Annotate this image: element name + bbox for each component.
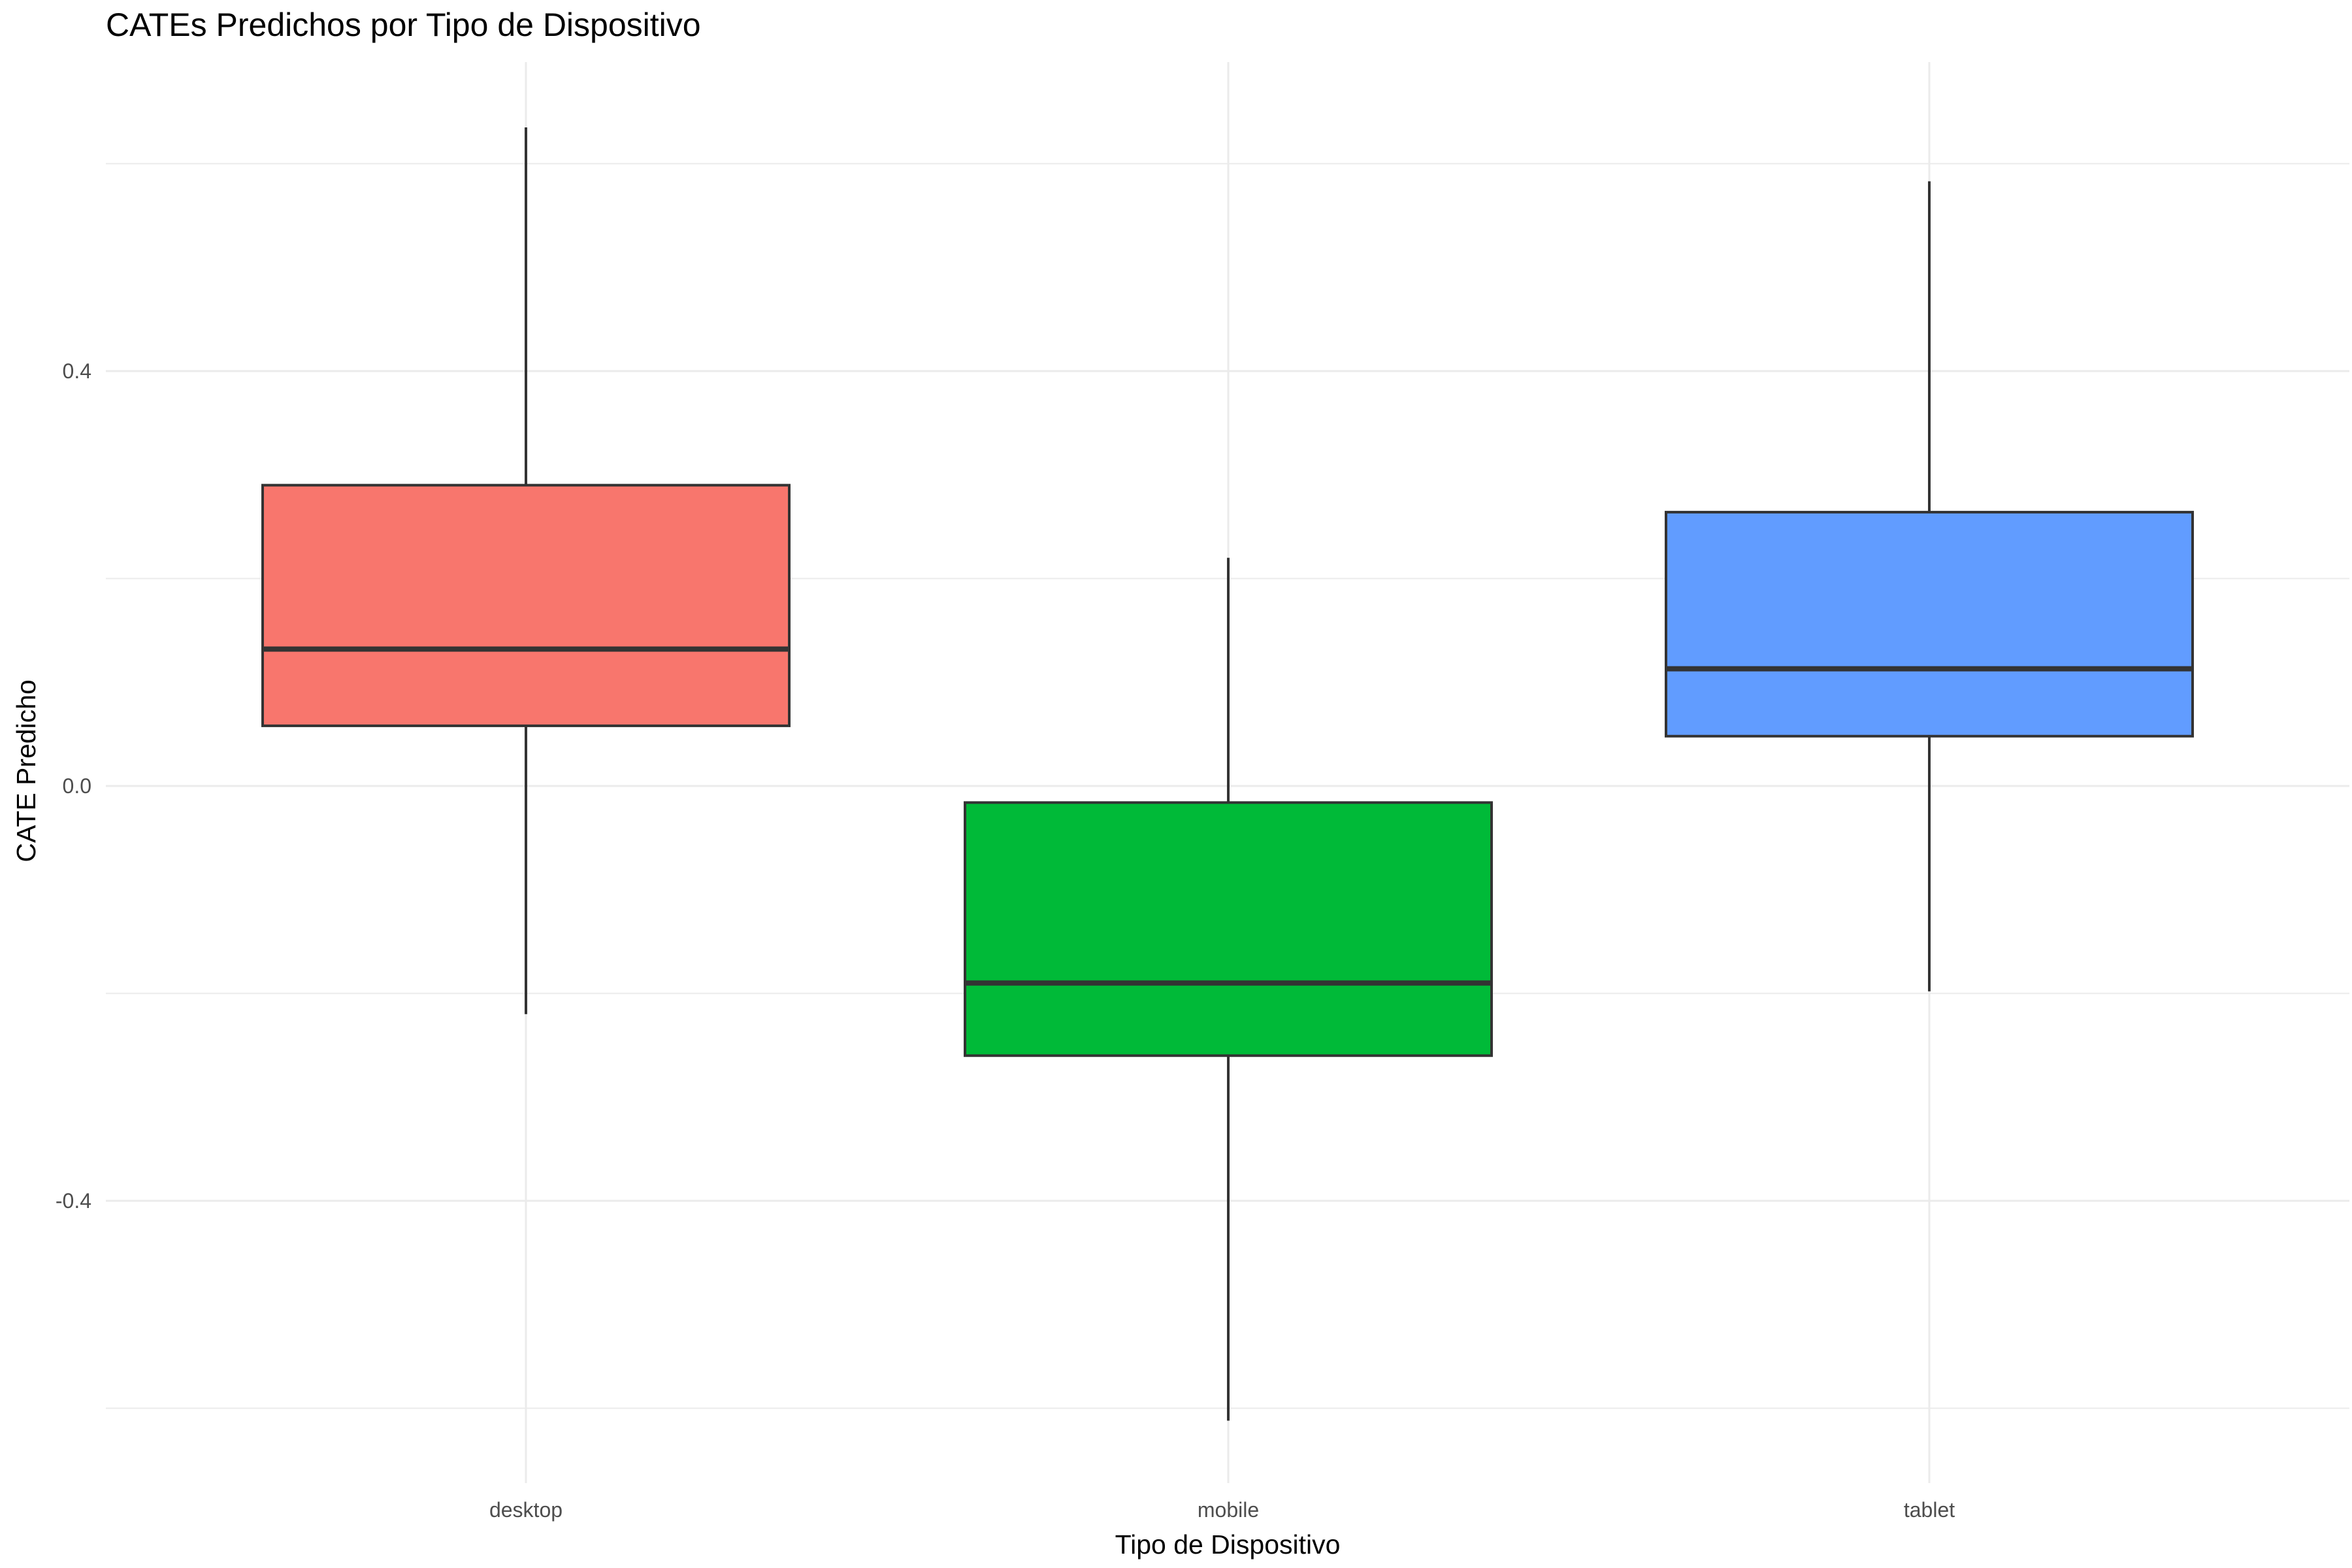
box-rect [1665,510,2194,738]
box-mobile [964,557,1493,1421]
x-tick-label: desktop [489,1498,563,1522]
box-layer [261,127,2194,1421]
x-tick-label: tablet [1904,1498,1955,1522]
chart-title: CATEs Predichos por Tipo de Dispositivo [106,7,701,43]
axis-layer: 0.4 0.0 -0.4 desktop mobile tablet Tipo de Dis… [11,359,1955,1560]
y-axis-title: CATE Predicho [11,679,41,862]
box-rect [261,483,791,727]
box-tablet [1665,181,2194,992]
box-rect [964,801,1493,1057]
box-desktop [261,127,791,1015]
x-axis-title: Tipo de Dispositivo [1115,1529,1341,1560]
y-tick-label: -0.4 [56,1189,91,1213]
y-tick-label: 0.4 [63,359,91,383]
y-tick-label: 0.0 [63,774,91,798]
x-tick-label: mobile [1198,1498,1259,1522]
